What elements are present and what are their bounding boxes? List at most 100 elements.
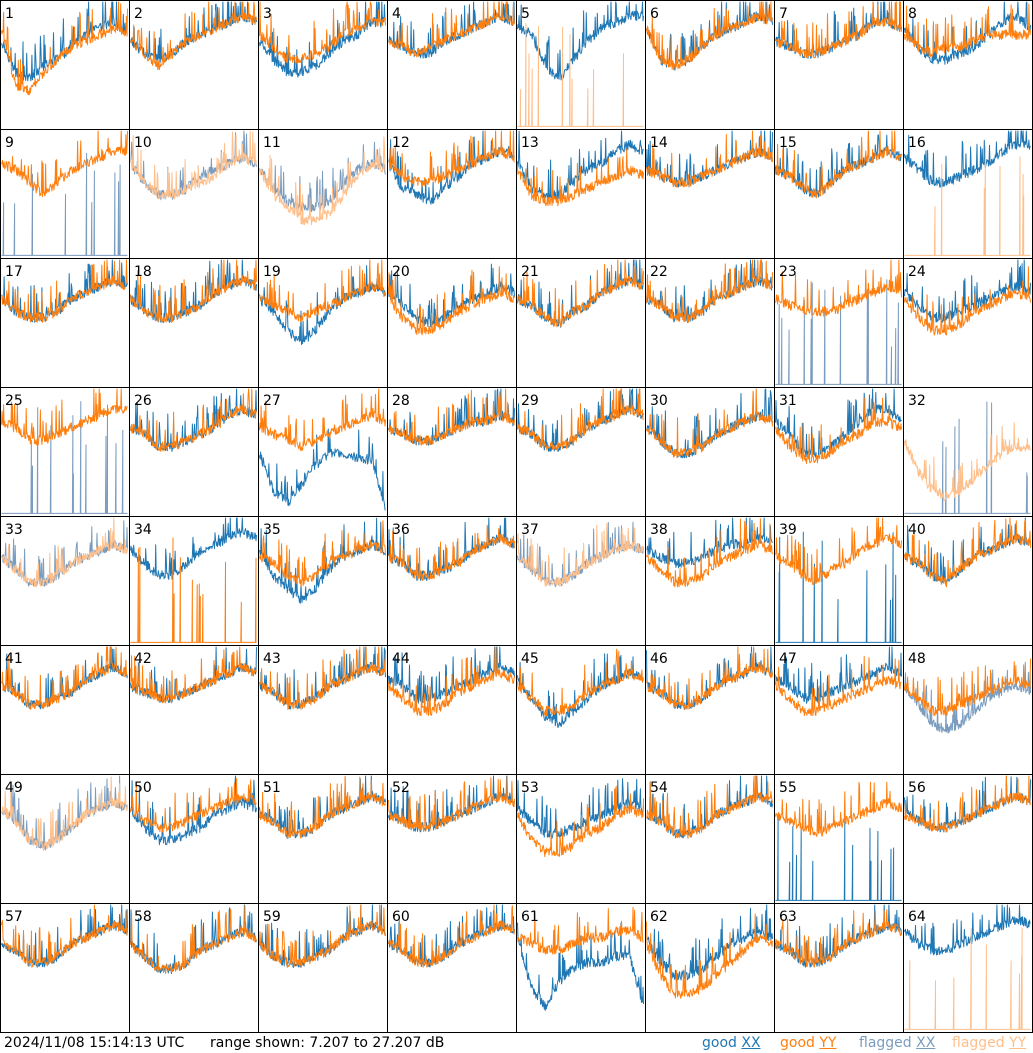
panel-31-label: 31	[779, 393, 797, 409]
panel-23-yy-line	[775, 259, 902, 317]
panel-13-yy-line	[517, 148, 644, 207]
panel-35-yy-line	[259, 520, 386, 587]
panel-48: 48	[904, 651, 1031, 734]
panel-11-yy-line	[259, 136, 386, 226]
panel-55-label: 55	[779, 780, 797, 796]
panel-11-label: 11	[263, 135, 281, 151]
panel-41-label: 41	[5, 651, 23, 667]
panel-11: 11	[259, 135, 386, 226]
panel-7: 7	[775, 1, 902, 59]
panel-28: 28	[388, 388, 515, 446]
panel-21-yy-line	[517, 259, 644, 328]
panel-6-yy-line	[646, 1, 773, 71]
panel-32: 32	[904, 393, 1031, 514]
panel-41: 41	[1, 646, 128, 710]
panel-34-xx-line	[130, 517, 257, 580]
panel-5: 5	[517, 1, 644, 127]
panel-1-label: 1	[5, 6, 14, 22]
panel-44-label: 44	[392, 651, 410, 667]
panel-2-yy-line	[130, 1, 257, 71]
panel-16-label: 16	[908, 135, 926, 151]
panel-24-xx-line	[904, 259, 1031, 323]
legend-flagged-yy-pol: YY	[1009, 1035, 1027, 1051]
legend-flagged-xx-pol: XX	[916, 1035, 936, 1051]
legend-good-xx-word: good	[702, 1035, 737, 1051]
panel-55-yy-line	[775, 781, 902, 837]
panel-58-label: 58	[134, 909, 152, 925]
panel-38: 38	[646, 517, 773, 588]
panel-27-label: 27	[263, 393, 281, 409]
panel-48-label: 48	[908, 651, 926, 667]
legend-good-xx-pol: XX	[741, 1035, 761, 1051]
panel-23: 23	[775, 259, 902, 385]
panel-37-label: 37	[521, 522, 539, 538]
panel-37-yy-line	[517, 522, 644, 587]
panel-35: 35	[259, 517, 386, 604]
panel-40: 40	[904, 517, 1031, 588]
panel-18: 18	[130, 259, 257, 323]
panel-23-xx-line	[775, 279, 902, 385]
panel-53-yy-line	[517, 785, 644, 858]
panel-39-xx-line	[775, 531, 902, 643]
panel-49-yy-line	[1, 776, 128, 851]
panel-46: 46	[646, 646, 773, 710]
panel-42: 42	[130, 646, 257, 704]
panel-62-label: 62	[650, 909, 668, 925]
panel-48-yy-line	[904, 658, 1031, 716]
panel-28-label: 28	[392, 393, 410, 409]
panel-43: 43	[259, 646, 386, 710]
panel-54-yy-line	[646, 775, 773, 839]
panel-19: 19	[259, 259, 386, 346]
panel-61: 61	[517, 906, 644, 1011]
panel-33: 33	[1, 517, 128, 588]
panel-64-label: 64	[908, 909, 926, 925]
panel-46-label: 46	[650, 651, 668, 667]
panel-23-label: 23	[779, 264, 797, 280]
panel-40-yy-line	[904, 517, 1031, 588]
panel-62: 62	[646, 904, 773, 999]
panel-45-yy-line	[517, 648, 644, 717]
panel-12-yy-line	[388, 130, 515, 187]
panel-24-label: 24	[908, 264, 926, 280]
panel-45: 45	[517, 648, 644, 728]
panel-14-label: 14	[650, 135, 668, 151]
panel-37: 37	[517, 521, 644, 588]
panel-4-label: 4	[392, 6, 401, 22]
legend-flagged-yy: flagged YY	[952, 1033, 1026, 1053]
panel-54-label: 54	[650, 780, 668, 796]
legend-good-yy-word: good	[780, 1035, 815, 1051]
panel-35-label: 35	[263, 522, 281, 538]
panel-38-label: 38	[650, 522, 668, 538]
panel-26-label: 26	[134, 393, 152, 409]
panel-17: 17	[1, 259, 128, 323]
panel-27: 27	[259, 388, 386, 511]
footer: 2024/11/08 15:14:13 UTC range shown: 7.2…	[0, 1033, 1033, 1053]
panel-15-yy-line	[775, 130, 902, 199]
panel-18-label: 18	[134, 264, 152, 280]
panel-55-xx-line	[775, 813, 902, 901]
panel-15: 15	[775, 130, 902, 199]
panel-4-yy-line	[388, 1, 515, 58]
panel-30: 30	[646, 388, 773, 459]
panel-20: 20	[388, 263, 515, 336]
legend-flagged-xx-word: flagged	[859, 1035, 912, 1051]
panel-12-xx-line	[388, 130, 515, 205]
panel-35-xx-line	[259, 517, 386, 604]
panel-16-yy-line	[904, 145, 1031, 256]
panel-27-yy-line	[259, 388, 386, 452]
panel-51-label: 51	[263, 780, 281, 796]
panel-6: 6	[646, 1, 773, 71]
panel-19-xx-line	[259, 265, 386, 346]
panel-22: 22	[646, 259, 773, 323]
panel-25-xx-line	[1, 401, 128, 514]
panel-36-label: 36	[392, 522, 410, 538]
panel-32-yy-line	[904, 422, 1031, 502]
legend-flagged-xx: flagged XX	[859, 1033, 935, 1053]
panel-61-label: 61	[521, 909, 539, 925]
panel-32-xx-line	[904, 401, 1031, 514]
panel-63-xx-line	[775, 904, 902, 968]
panel-53-label: 53	[521, 780, 539, 796]
panel-22-yy-line	[646, 259, 773, 323]
panel-13-label: 13	[521, 135, 539, 151]
